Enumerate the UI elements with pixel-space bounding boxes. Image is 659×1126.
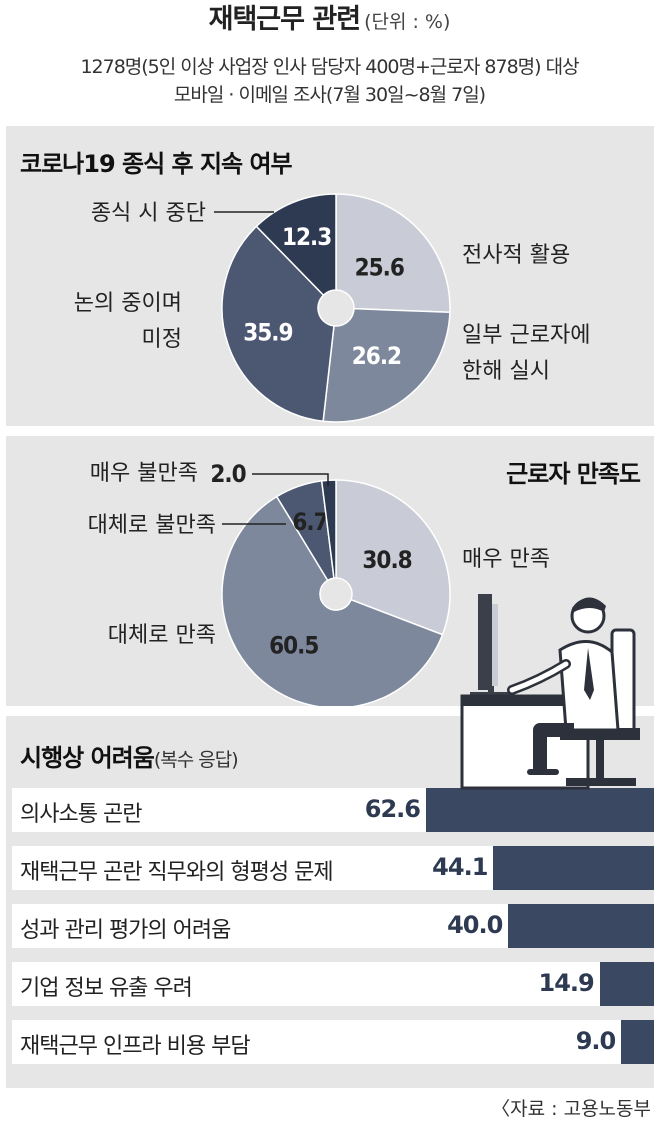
slice-value-label: 12.3 bbox=[282, 223, 331, 251]
bar-row: 재택근무 곤란 직무와의 형평성 문제 44.1 bbox=[12, 846, 654, 890]
slice-value-label: 2.0 bbox=[210, 460, 245, 488]
difficulties-title-note: (복수 응답) bbox=[153, 749, 239, 771]
pie-slice bbox=[322, 307, 451, 423]
source-note: 〈자료 : 고용노동부 bbox=[491, 1098, 651, 1120]
pie-slice bbox=[221, 495, 444, 706]
unit-label: (단위 : %) bbox=[364, 11, 451, 33]
slice-category-label: 매우 만족 bbox=[462, 547, 550, 572]
bar bbox=[599, 962, 654, 1006]
pie-slice bbox=[320, 479, 337, 579]
bar-category-label: 의사소통 곤란 bbox=[20, 802, 142, 827]
slice-category-label: 미정 bbox=[142, 327, 182, 352]
pie-slice bbox=[221, 225, 335, 423]
slice-value-label: 25.6 bbox=[355, 253, 404, 281]
chart-title-row: 재택근무 관련 (단위 : %) bbox=[0, 4, 659, 39]
bar-row: 기업 정보 유출 우려 14.9 bbox=[12, 962, 654, 1006]
bar-value-label: 9.0 bbox=[575, 1027, 617, 1055]
slice-category-label: 매우 불만족 bbox=[90, 461, 198, 486]
slice-value-label: 30.8 bbox=[362, 546, 411, 574]
slice-category-label: 일부 근로자에 bbox=[462, 323, 590, 348]
slice-value-label: 26.2 bbox=[352, 342, 401, 370]
survey-description: 1278명(5인 이상 사업장 인사 담당자 400명+근로자 878명) 대상 bbox=[80, 56, 579, 78]
bar-value-label: 14.9 bbox=[538, 969, 595, 997]
bar bbox=[621, 1020, 654, 1064]
pie-slice bbox=[335, 479, 451, 636]
bar bbox=[426, 788, 654, 832]
bar-row: 재택근무 인프라 비용 부담 9.0 bbox=[12, 1020, 654, 1064]
bar-category-label: 성과 관리 평가의 어려움 bbox=[20, 918, 231, 943]
slice-category-label: 대체로 만족 bbox=[108, 623, 216, 648]
bar bbox=[508, 904, 654, 948]
bar-row: 성과 관리 평가의 어려움 40.0 bbox=[12, 904, 654, 948]
pie-slice bbox=[335, 193, 451, 314]
slice-category-label: 종식 시 중단 bbox=[91, 201, 206, 226]
difficulties-title: 시행상 어려움(복수 응답) bbox=[20, 738, 239, 773]
pie-slice bbox=[255, 193, 337, 297]
bar-category-label: 기업 정보 유출 우려 bbox=[20, 976, 193, 1001]
continuation-title: 코로나19 종식 후 지속 여부 bbox=[20, 150, 293, 178]
page-title: 재택근무 관련 bbox=[208, 4, 361, 35]
bar-value-label: 44.1 bbox=[432, 853, 488, 881]
slice-category-label: 논의 중이며 bbox=[74, 291, 182, 316]
survey-method: 모바일 · 이메일 조사(7월 30일~8월 7일) bbox=[173, 84, 486, 106]
slice-value-label: 60.5 bbox=[269, 632, 318, 660]
slice-category-label: 대체로 불만족 bbox=[88, 513, 216, 538]
bar-category-label: 재택근무 곤란 직무와의 형평성 문제 bbox=[20, 860, 334, 885]
difficulties-title-text: 시행상 어려움 bbox=[20, 744, 155, 772]
bar-value-label: 40.0 bbox=[447, 911, 503, 939]
slice-value-label: 35.9 bbox=[243, 318, 292, 346]
slice-category-label: 한해 실시 bbox=[462, 359, 550, 384]
leader-line bbox=[252, 473, 329, 486]
bar-category-label: 재택근무 인프라 비용 부담 bbox=[20, 1034, 251, 1059]
slice-value-label: 6.7 bbox=[292, 508, 327, 536]
slice-category-label: 전사적 활용 bbox=[462, 243, 570, 268]
satisfaction-title: 근로자 만족도 bbox=[506, 460, 641, 488]
bar-row: 의사소통 곤란 62.6 bbox=[12, 788, 654, 832]
bar bbox=[493, 846, 654, 890]
bar-value-label: 62.6 bbox=[364, 795, 421, 823]
